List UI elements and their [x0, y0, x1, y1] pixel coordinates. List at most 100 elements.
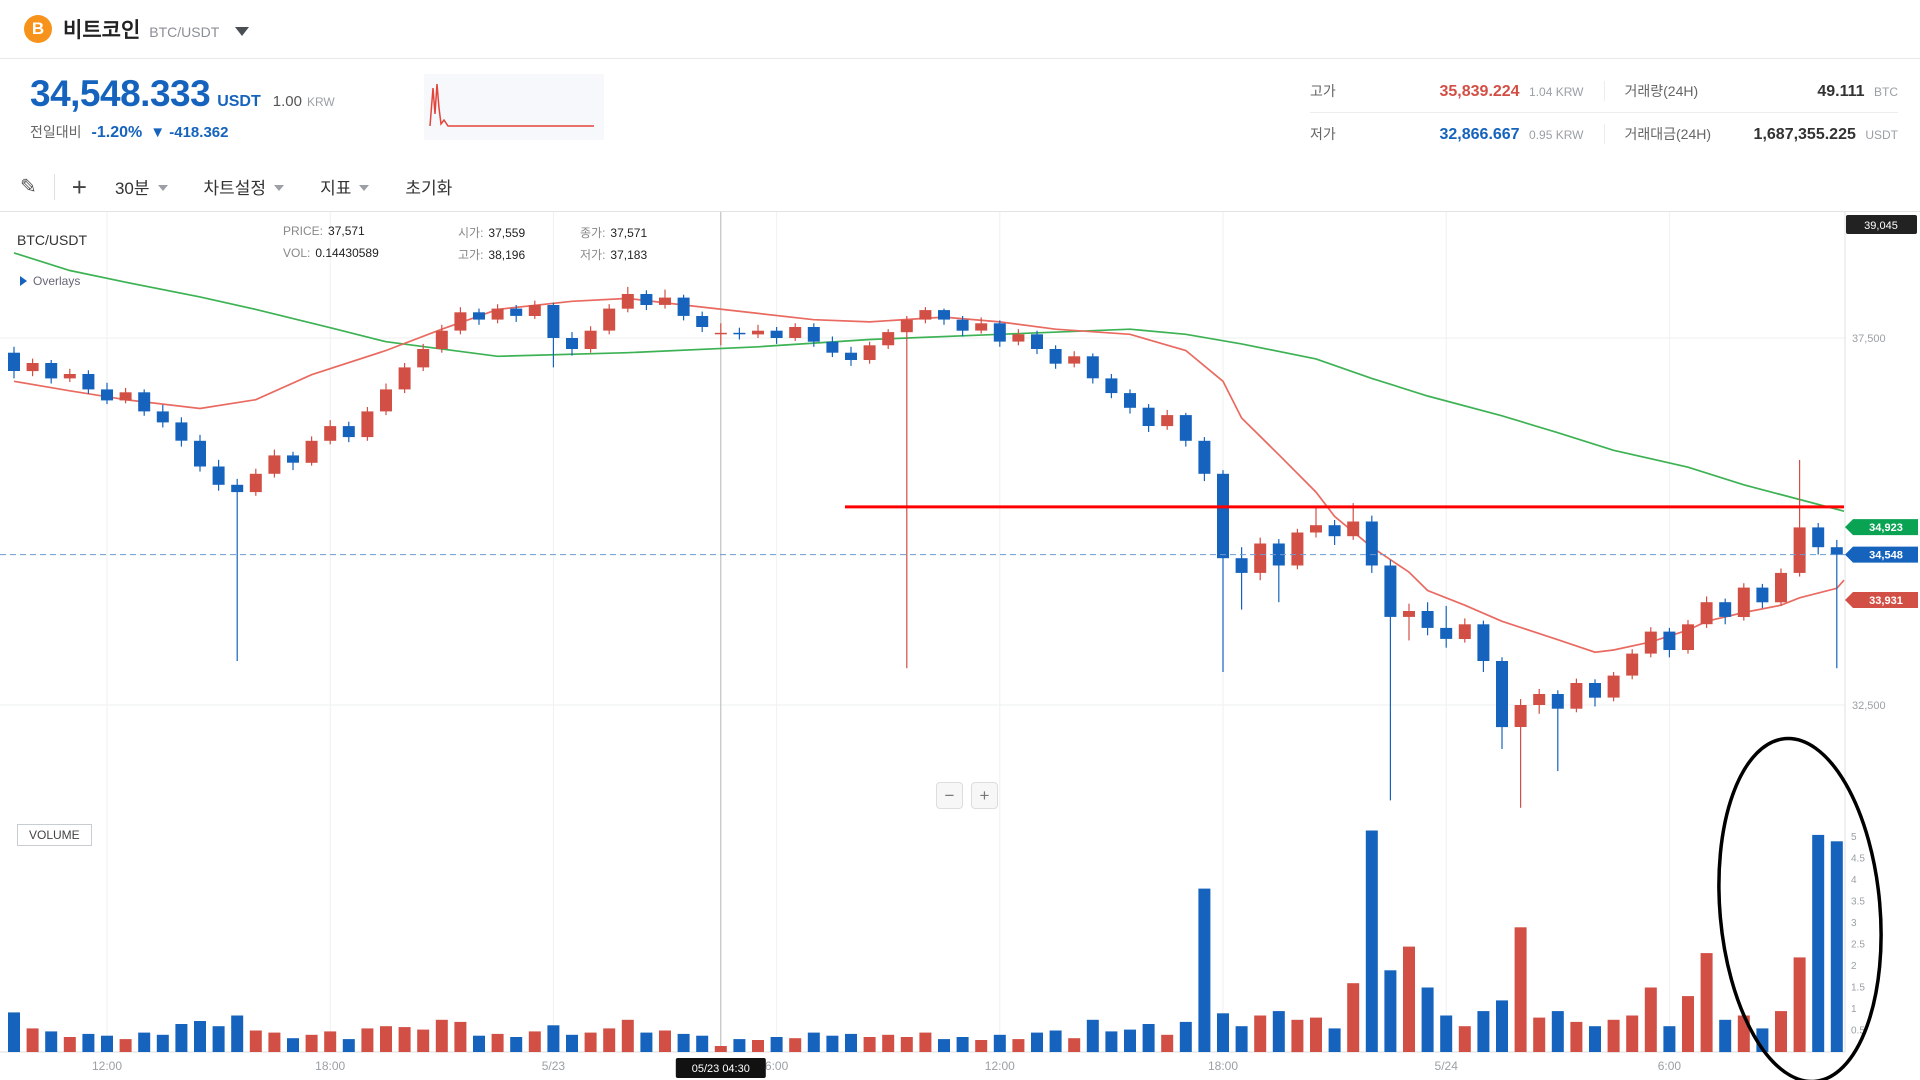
svg-text:39,045: 39,045 — [1864, 220, 1898, 232]
svg-text:33,931: 33,931 — [1869, 595, 1903, 607]
chart-settings-menu[interactable]: 차트설정 — [204, 174, 285, 199]
chevron-down-icon — [157, 185, 168, 191]
volume-layer[interactable] — [8, 830, 1843, 1053]
header-bar: B 비트코인 BTC/USDT — [0, 0, 1920, 59]
svg-text:05/23 04:30: 05/23 04:30 — [692, 1063, 750, 1075]
main-candlestick-chart[interactable]: 37,500 32,500 5 4.5 4 3.5 3 2.5 2 1.5 1 0.5 12:00 18:… — [0, 212, 1920, 1080]
trade-value-label: 거래대금(24H) — [1624, 125, 1712, 142]
hand-drawn-ellipse-annotation — [1717, 736, 1883, 1080]
stats-row-2: 저가 32,866.667 0.95 KRW 거래대금(24H) 1,687,3… — [1310, 112, 1898, 154]
krw-unit: KRW — [306, 95, 335, 109]
trade-value: 1,687,355.225 — [1753, 125, 1856, 143]
current-price-badge: 34,548 — [1845, 546, 1918, 563]
chart-area[interactable]: 37,500 32,500 5 4.5 4 3.5 3 2.5 2 1.5 1 0.5 12:00 18:… — [0, 212, 1920, 1080]
price-axis[interactable]: 37,500 32,500 5 4.5 4 3.5 3 2.5 2 1.5 1 0.5 — [1851, 333, 1886, 1037]
coin-name: 비트코인 — [63, 19, 141, 42]
indicators-menu[interactable]: 지표 — [320, 174, 370, 199]
time-axis[interactable]: 12:00 18:00 5/23 6:00 12:00 18:00 5/24 6:00 — [92, 1059, 1681, 1073]
volume-pane-label: VOLUME — [17, 824, 92, 846]
high-label: 고가 — [1310, 83, 1336, 99]
svg-text:6:00: 6:00 — [765, 1059, 789, 1073]
stat-trade-value: 거래대금(24H) 1,687,355.225 USDT — [1603, 123, 1898, 144]
svg-text:1: 1 — [1851, 1004, 1857, 1015]
mini-sparkline — [424, 74, 604, 140]
svg-text:32,500: 32,500 — [1852, 700, 1886, 712]
reset-label: 초기화 — [405, 179, 453, 198]
zoom-out-button[interactable]: − — [936, 782, 963, 809]
ma-short-line — [13, 297, 1845, 654]
ask-price-badge: 34,923 — [1845, 519, 1918, 536]
zoom-in-button[interactable]: + — [971, 782, 998, 809]
volume-label: 거래량(24H) — [1624, 83, 1699, 99]
coin-pair: BTC/USDT — [149, 23, 220, 40]
sparkline-chart — [429, 83, 594, 127]
svg-text:12:00: 12:00 — [92, 1059, 122, 1073]
zoom-controls: − + — [936, 782, 998, 809]
svg-text:6:00: 6:00 — [1658, 1059, 1682, 1073]
stat-high: 고가 35,839.224 1.04 KRW — [1310, 81, 1604, 101]
readout-price: PRICE: 37,571 — [283, 224, 365, 238]
daily-change-row: 전일대비 -1.20% ▼ -418.362 — [30, 122, 228, 142]
volume-unit: BTC — [1874, 85, 1898, 99]
readout-high: 고가: 38,196 — [458, 248, 526, 262]
readout-close: 종가: 37,571 — [580, 226, 648, 240]
svg-text:3: 3 — [1851, 918, 1857, 929]
price-summary: 34,548.333 USDT 1.00 KRW 전일대비 -1.20% ▼ -… — [0, 59, 1920, 162]
svg-text:5: 5 — [1851, 832, 1857, 843]
high-sub: 1.04 KRW — [1529, 85, 1584, 99]
chevron-down-icon — [359, 185, 370, 191]
change-absolute: ▼ -418.362 — [150, 124, 229, 141]
candles-layer[interactable] — [8, 286, 1843, 808]
draw-tool-icon[interactable]: ✎ — [20, 176, 37, 198]
sparkline-path — [429, 83, 594, 127]
change-percent: -1.20% — [91, 124, 143, 141]
svg-text:3.5: 3.5 — [1851, 897, 1865, 908]
crosshair-time-tooltip: 05/23 04:30 — [675, 1058, 766, 1078]
readout-low: 저가: 37,183 — [580, 248, 648, 262]
svg-text:34,548: 34,548 — [1869, 550, 1903, 562]
interval-select[interactable]: 30분 — [115, 174, 168, 199]
overlays-toggle[interactable]: Overlays — [20, 274, 80, 288]
volume-value: 49.111 — [1817, 83, 1865, 100]
svg-text:37,500: 37,500 — [1852, 333, 1886, 345]
high-value: 35,839.224 — [1439, 83, 1520, 100]
price-badges: 39,045 34,923 34,548 33,931 — [1845, 215, 1918, 608]
svg-text:5/24: 5/24 — [1435, 1059, 1459, 1073]
svg-text:5/23: 5/23 — [542, 1059, 566, 1073]
current-price: 34,548.333 — [30, 73, 211, 114]
ma-long-line — [13, 252, 1845, 513]
svg-text:0.5: 0.5 — [1851, 1026, 1865, 1037]
low-value: 32,866.667 — [1439, 125, 1520, 143]
svg-text:12:00: 12:00 — [985, 1059, 1015, 1073]
reset-button[interactable]: 초기화 — [405, 174, 452, 199]
svg-text:34,923: 34,923 — [1869, 522, 1903, 534]
interval-label: 30분 — [114, 179, 150, 198]
low-label: 저가 — [1310, 125, 1336, 142]
svg-text:18:00: 18:00 — [1208, 1059, 1238, 1073]
svg-text:18:00: 18:00 — [315, 1059, 345, 1073]
overlays-label: Overlays — [33, 274, 81, 288]
market-dropdown-caret-icon[interactable] — [235, 26, 250, 36]
current-price-row: 34,548.333 USDT 1.00 KRW — [30, 73, 335, 115]
svg-text:2.5: 2.5 — [1851, 940, 1865, 951]
trade-value-unit: USDT — [1865, 127, 1898, 142]
krw-rate: 1.00 — [272, 93, 302, 110]
price-unit: USDT — [217, 93, 261, 110]
change-label: 전일대비 — [30, 124, 82, 140]
stats-row-1: 고가 35,839.224 1.04 KRW 거래량(24H) 49.111 B… — [1310, 70, 1898, 112]
chart-settings-label: 차트설정 — [203, 179, 267, 198]
svg-text:2: 2 — [1851, 961, 1857, 972]
svg-text:1.5: 1.5 — [1851, 983, 1865, 994]
chevron-down-icon — [274, 185, 285, 191]
toolbar-divider — [53, 173, 55, 200]
bitcoin-logo-icon: B — [24, 15, 52, 43]
svg-text:4: 4 — [1851, 875, 1857, 886]
indicators-label: 지표 — [320, 179, 352, 198]
overlays-arrow-icon — [20, 276, 27, 286]
readout-vol: VOL: 0.14430589 — [283, 246, 379, 260]
add-chart-icon[interactable]: + — [71, 171, 87, 202]
ohlc-readout: PRICE: 37,571 시가: 37,559 종가: 37,571 VOL: 0.1… — [283, 224, 702, 263]
market-stats: 고가 35,839.224 1.04 KRW 거래량(24H) 49.111 B… — [1310, 70, 1898, 154]
low-sub: 0.95 KRW — [1529, 127, 1584, 142]
bid-price-badge: 33,931 — [1845, 591, 1918, 608]
